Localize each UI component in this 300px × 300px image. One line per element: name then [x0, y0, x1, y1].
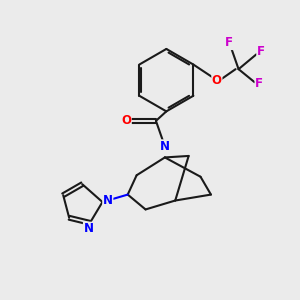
Text: N: N [103, 194, 113, 207]
Text: O: O [212, 74, 222, 87]
Text: N: N [83, 222, 94, 235]
Text: F: F [257, 45, 265, 58]
Text: F: F [255, 77, 263, 90]
Text: F: F [225, 37, 233, 50]
Text: O: O [121, 114, 131, 128]
Text: N: N [160, 140, 170, 153]
